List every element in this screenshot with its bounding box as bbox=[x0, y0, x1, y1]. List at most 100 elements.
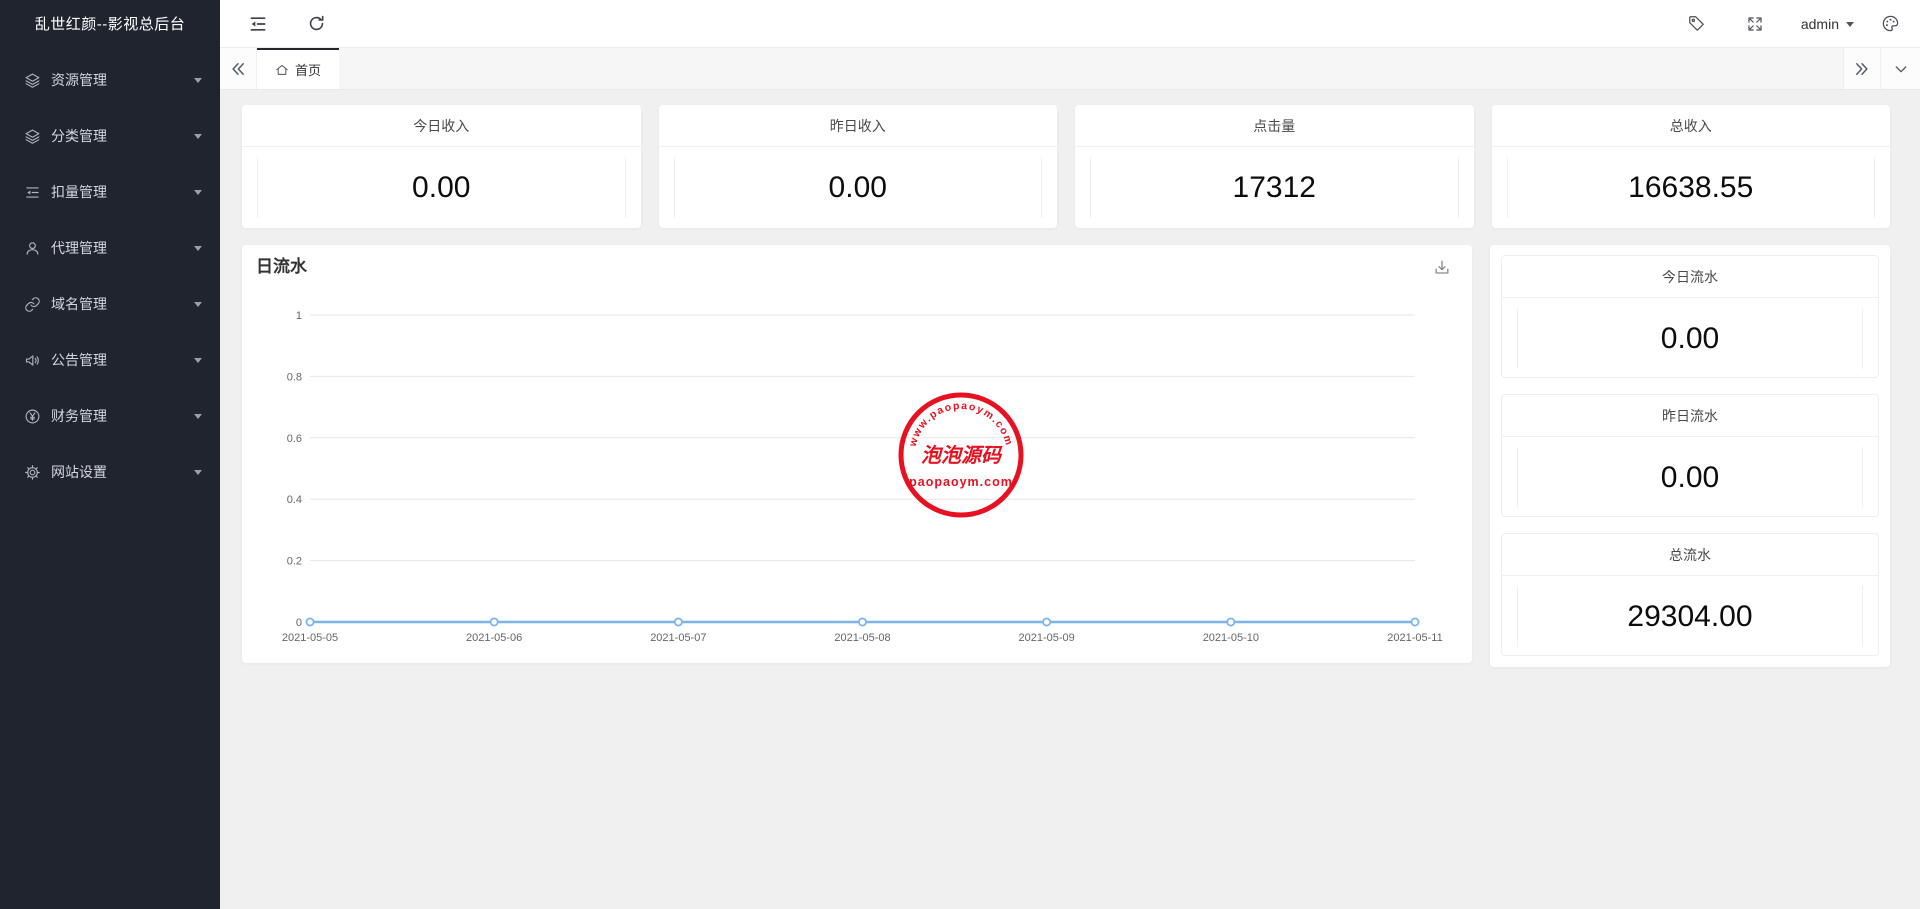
theme-button[interactable] bbox=[1878, 12, 1902, 36]
line-chart: 0 0.2 0.4 0.6 0.8 1 2021-05-05 2021-05-06 2021-0… bbox=[282, 310, 1443, 644]
sidebar-item-category-mgmt[interactable]: 分类管理 bbox=[0, 108, 220, 164]
chart-title: 日流水 bbox=[256, 257, 307, 276]
sidebar-item-label: 财务管理 bbox=[51, 408, 107, 424]
gear-icon bbox=[25, 464, 40, 480]
sidebar-item-label: 网站设置 bbox=[51, 464, 107, 480]
data-point-marker bbox=[1410, 617, 1420, 627]
chevron-down-icon bbox=[194, 134, 202, 143]
stat-card-total-income: 总收入 16638.55 bbox=[1491, 105, 1890, 228]
stat-card-title: 总收入 bbox=[1491, 105, 1890, 147]
y-axis-tick-label: 1 bbox=[296, 310, 302, 322]
sidebar-item-label: 域名管理 bbox=[51, 296, 107, 312]
data-point-marker bbox=[858, 617, 868, 627]
sidebar-item-label: 资源管理 bbox=[51, 72, 107, 88]
y-axis-tick-label: 0.8 bbox=[287, 371, 302, 383]
tab-home[interactable]: 首页 bbox=[257, 48, 339, 89]
list-icon bbox=[26, 186, 39, 198]
flow-stats-panel: 今日流水 0.00 昨日流水 0.00 总流水 29304.00 bbox=[1490, 245, 1890, 667]
tabs-scroll-left-button[interactable] bbox=[220, 48, 257, 89]
sidebar-item-label: 分类管理 bbox=[51, 128, 107, 144]
y-axis-tick-label: 0.6 bbox=[287, 433, 302, 445]
main-content: 今日收入 0.00 昨日收入 0.00 点击量 17312 总收入 16638.… bbox=[220, 90, 1920, 909]
stat-card-value: 0.00 bbox=[1517, 447, 1863, 508]
layers-icon bbox=[25, 129, 40, 144]
sidebar-item-agent-mgmt[interactable]: 代理管理 bbox=[0, 220, 220, 276]
stat-card-value: 16638.55 bbox=[1506, 157, 1875, 218]
stat-card-value: 17312 bbox=[1090, 157, 1459, 218]
topbar-right: admin bbox=[1685, 12, 1920, 36]
refresh-icon bbox=[309, 15, 323, 31]
tabbar-spacer bbox=[339, 48, 1843, 89]
stat-card-today-income: 今日收入 0.00 bbox=[242, 105, 641, 228]
speaker-icon bbox=[25, 354, 39, 366]
tag-icon bbox=[1689, 16, 1705, 31]
stat-card-title: 昨日收入 bbox=[658, 105, 1057, 147]
username: admin bbox=[1800, 15, 1839, 32]
fullscreen-icon bbox=[1748, 16, 1762, 31]
daily-flow-chart-panel: 日流水 0 0.2 0.4 0.6 0.8 1 2021-05-05 2021-05-06 20… bbox=[242, 245, 1472, 663]
data-point-marker bbox=[489, 617, 499, 627]
x-axis-tick-label: 2021-05-07 bbox=[650, 632, 706, 644]
download-icon bbox=[1435, 260, 1449, 274]
stat-card-value: 0.00 bbox=[257, 157, 626, 218]
chevron-down-icon bbox=[194, 302, 202, 311]
sidebar-item-label: 公告管理 bbox=[51, 352, 107, 368]
chevron-down-icon bbox=[194, 78, 202, 87]
stat-card-today-flow: 今日流水 0.00 bbox=[1501, 255, 1879, 378]
data-point-marker bbox=[1226, 617, 1236, 627]
tag-button[interactable] bbox=[1685, 12, 1709, 36]
sidebar-item-domain-mgmt[interactable]: 域名管理 bbox=[0, 276, 220, 332]
x-axis-tick-label: 2021-05-10 bbox=[1203, 632, 1259, 644]
data-point-marker bbox=[1042, 617, 1052, 627]
stat-card-value: 0.00 bbox=[673, 157, 1042, 218]
sidebar-item-label: 扣量管理 bbox=[51, 184, 107, 200]
tabs-menu-button[interactable] bbox=[1880, 48, 1920, 89]
sidebar-item-deduction-mgmt[interactable]: 扣量管理 bbox=[0, 164, 220, 220]
fullscreen-button[interactable] bbox=[1743, 12, 1767, 36]
sidebar-item-finance-mgmt[interactable]: 财务管理 bbox=[0, 388, 220, 444]
stat-card-total-flow: 总流水 29304.00 bbox=[1501, 533, 1879, 656]
sidebar-item-site-settings[interactable]: 网站设置 bbox=[0, 444, 220, 500]
y-axis-tick-label: 0 bbox=[296, 617, 302, 629]
stat-card-title: 今日流水 bbox=[1502, 256, 1878, 298]
user-menu[interactable]: admin bbox=[1801, 16, 1854, 32]
app-title: 乱世红颜--影视总后台 bbox=[34, 16, 186, 33]
data-point-marker bbox=[673, 617, 683, 627]
stat-card-value: 29304.00 bbox=[1517, 586, 1863, 647]
double-chevron-left-icon bbox=[232, 62, 244, 75]
layers-icon bbox=[25, 73, 40, 88]
y-axis-tick-label: 0.4 bbox=[287, 494, 302, 506]
data-point-marker bbox=[305, 617, 315, 627]
chevron-down-icon bbox=[1895, 65, 1906, 72]
tabs-scroll-right-button[interactable] bbox=[1843, 48, 1880, 89]
double-chevron-right-icon bbox=[1856, 62, 1868, 75]
chart-download-button[interactable] bbox=[1432, 258, 1452, 278]
stat-card-yesterday-flow: 昨日流水 0.00 bbox=[1501, 394, 1879, 517]
menu-fold-button[interactable] bbox=[246, 12, 270, 36]
x-axis-tick-label: 2021-05-08 bbox=[834, 632, 890, 644]
x-axis-tick-label: 2021-05-09 bbox=[1019, 632, 1075, 644]
stat-card-title: 昨日流水 bbox=[1502, 395, 1878, 437]
menu-fold-icon bbox=[250, 16, 266, 31]
user-icon bbox=[26, 241, 39, 255]
home-icon bbox=[276, 64, 288, 75]
chevron-down-icon bbox=[194, 358, 202, 367]
sidebar-item-label: 代理管理 bbox=[51, 240, 107, 256]
stat-card-title: 总流水 bbox=[1502, 534, 1878, 576]
palette-icon bbox=[1882, 15, 1898, 32]
stat-card-clicks: 点击量 17312 bbox=[1075, 105, 1474, 228]
stat-card-yesterday-income: 昨日收入 0.00 bbox=[658, 105, 1057, 228]
x-axis-tick-label: 2021-05-06 bbox=[466, 632, 522, 644]
chevron-down-icon bbox=[1846, 21, 1854, 31]
sidebar-item-resource-mgmt[interactable]: 资源管理 bbox=[0, 52, 220, 108]
sidebar-menu: 资源管理 分类管理 扣量管理 代理管理 域名管理 公告管理 bbox=[0, 50, 220, 500]
stat-card-row: 今日收入 0.00 昨日收入 0.00 点击量 17312 总收入 16638.… bbox=[242, 105, 1890, 228]
tabbar: 首页 bbox=[220, 48, 1920, 90]
sidebar-item-announcement-mgmt[interactable]: 公告管理 bbox=[0, 332, 220, 388]
refresh-button[interactable] bbox=[304, 12, 328, 36]
topbar: admin bbox=[220, 0, 1920, 48]
y-axis-tick-label: 0.2 bbox=[287, 556, 302, 568]
tab-label: 首页 bbox=[294, 63, 321, 78]
stat-card-value: 0.00 bbox=[1517, 308, 1863, 369]
yen-icon bbox=[25, 409, 40, 423]
